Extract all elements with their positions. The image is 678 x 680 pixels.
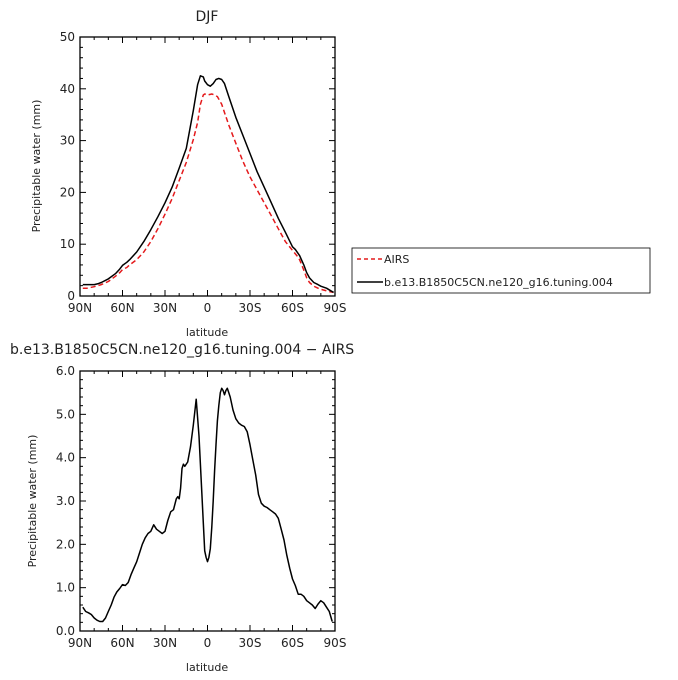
marks-layer bbox=[82, 387, 333, 623]
legend-label-airs: AIRS bbox=[384, 253, 409, 266]
series-line-1-0 bbox=[82, 387, 333, 623]
x-tick-label: 90S bbox=[324, 301, 347, 315]
x-axis-label: latitude bbox=[186, 326, 228, 339]
x-tick-label: 60N bbox=[110, 636, 134, 650]
x-tick-label: 90N bbox=[68, 636, 92, 650]
y-tick-label: 0.0 bbox=[56, 624, 75, 638]
y-tick-label: 6.0 bbox=[56, 364, 75, 378]
x-tick-label: 90S bbox=[324, 636, 347, 650]
x-tick-label: 0 bbox=[204, 636, 212, 650]
x-tick-label: 30S bbox=[239, 636, 262, 650]
marks-layer bbox=[82, 75, 334, 294]
y-tick-label: 10 bbox=[60, 237, 75, 251]
chart-top-panel: DJF 90N 60N 30N 0 30S 60S 90S 0 10 20 30 40 50 latit… bbox=[30, 9, 651, 339]
y-tick-label: 20 bbox=[60, 185, 75, 199]
y-tick-label: 50 bbox=[60, 30, 75, 44]
legend: AIRS b.e13.B1850C5CN.ne120_g16.tuning.00… bbox=[351, 247, 651, 294]
x-tick-label: 60N bbox=[110, 301, 134, 315]
legend-label-model: b.e13.B1850C5CN.ne120_g16.tuning.004 bbox=[384, 276, 613, 289]
x-tick-label: 0 bbox=[204, 301, 212, 315]
legend-box bbox=[351, 247, 651, 294]
chart-title: DJF bbox=[196, 9, 219, 25]
x-axis-label: latitude bbox=[186, 661, 228, 674]
ticks-layer: 90N 60N 30N 0 30S 60S 90S 0.0 1.0 2.0 3.0 4.0 5.0 6.0 bbox=[56, 364, 347, 650]
y-tick-label: 3.0 bbox=[56, 494, 75, 508]
y-axis-label: Precipitable water (mm) bbox=[30, 100, 43, 233]
series-line-airs bbox=[82, 93, 334, 294]
plot-frame bbox=[79, 370, 336, 632]
y-tick-label: 40 bbox=[60, 82, 75, 96]
y-tick-label: 30 bbox=[60, 134, 75, 148]
y-tick-label: 5.0 bbox=[56, 407, 75, 421]
x-tick-label: 30S bbox=[239, 301, 262, 315]
ticks-layer: 90N 60N 30N 0 30S 60S 90S 0 10 20 30 40 50 bbox=[60, 30, 347, 315]
x-tick-label: 30N bbox=[153, 636, 177, 650]
chart-bottom-panel: b.e13.B1850C5CN.ne120_g16.tuning.004 − A… bbox=[10, 342, 354, 674]
x-tick-label: 60S bbox=[281, 636, 304, 650]
y-tick-label: 2.0 bbox=[56, 537, 75, 551]
plot-frame bbox=[79, 36, 336, 297]
x-tick-label: 90N bbox=[68, 301, 92, 315]
x-tick-label: 30N bbox=[153, 301, 177, 315]
y-tick-label: 0 bbox=[67, 289, 75, 303]
y-axis-label: Precipitable water (mm) bbox=[26, 435, 39, 568]
chart-title: b.e13.B1850C5CN.ne120_g16.tuning.004 − A… bbox=[10, 342, 354, 358]
x-tick-label: 60S bbox=[281, 301, 304, 315]
y-tick-label: 1.0 bbox=[56, 581, 75, 595]
series-line-b-e13-b1850c5cn-ne120-g16-tuning-004 bbox=[82, 75, 334, 294]
y-tick-label: 4.0 bbox=[56, 451, 75, 465]
